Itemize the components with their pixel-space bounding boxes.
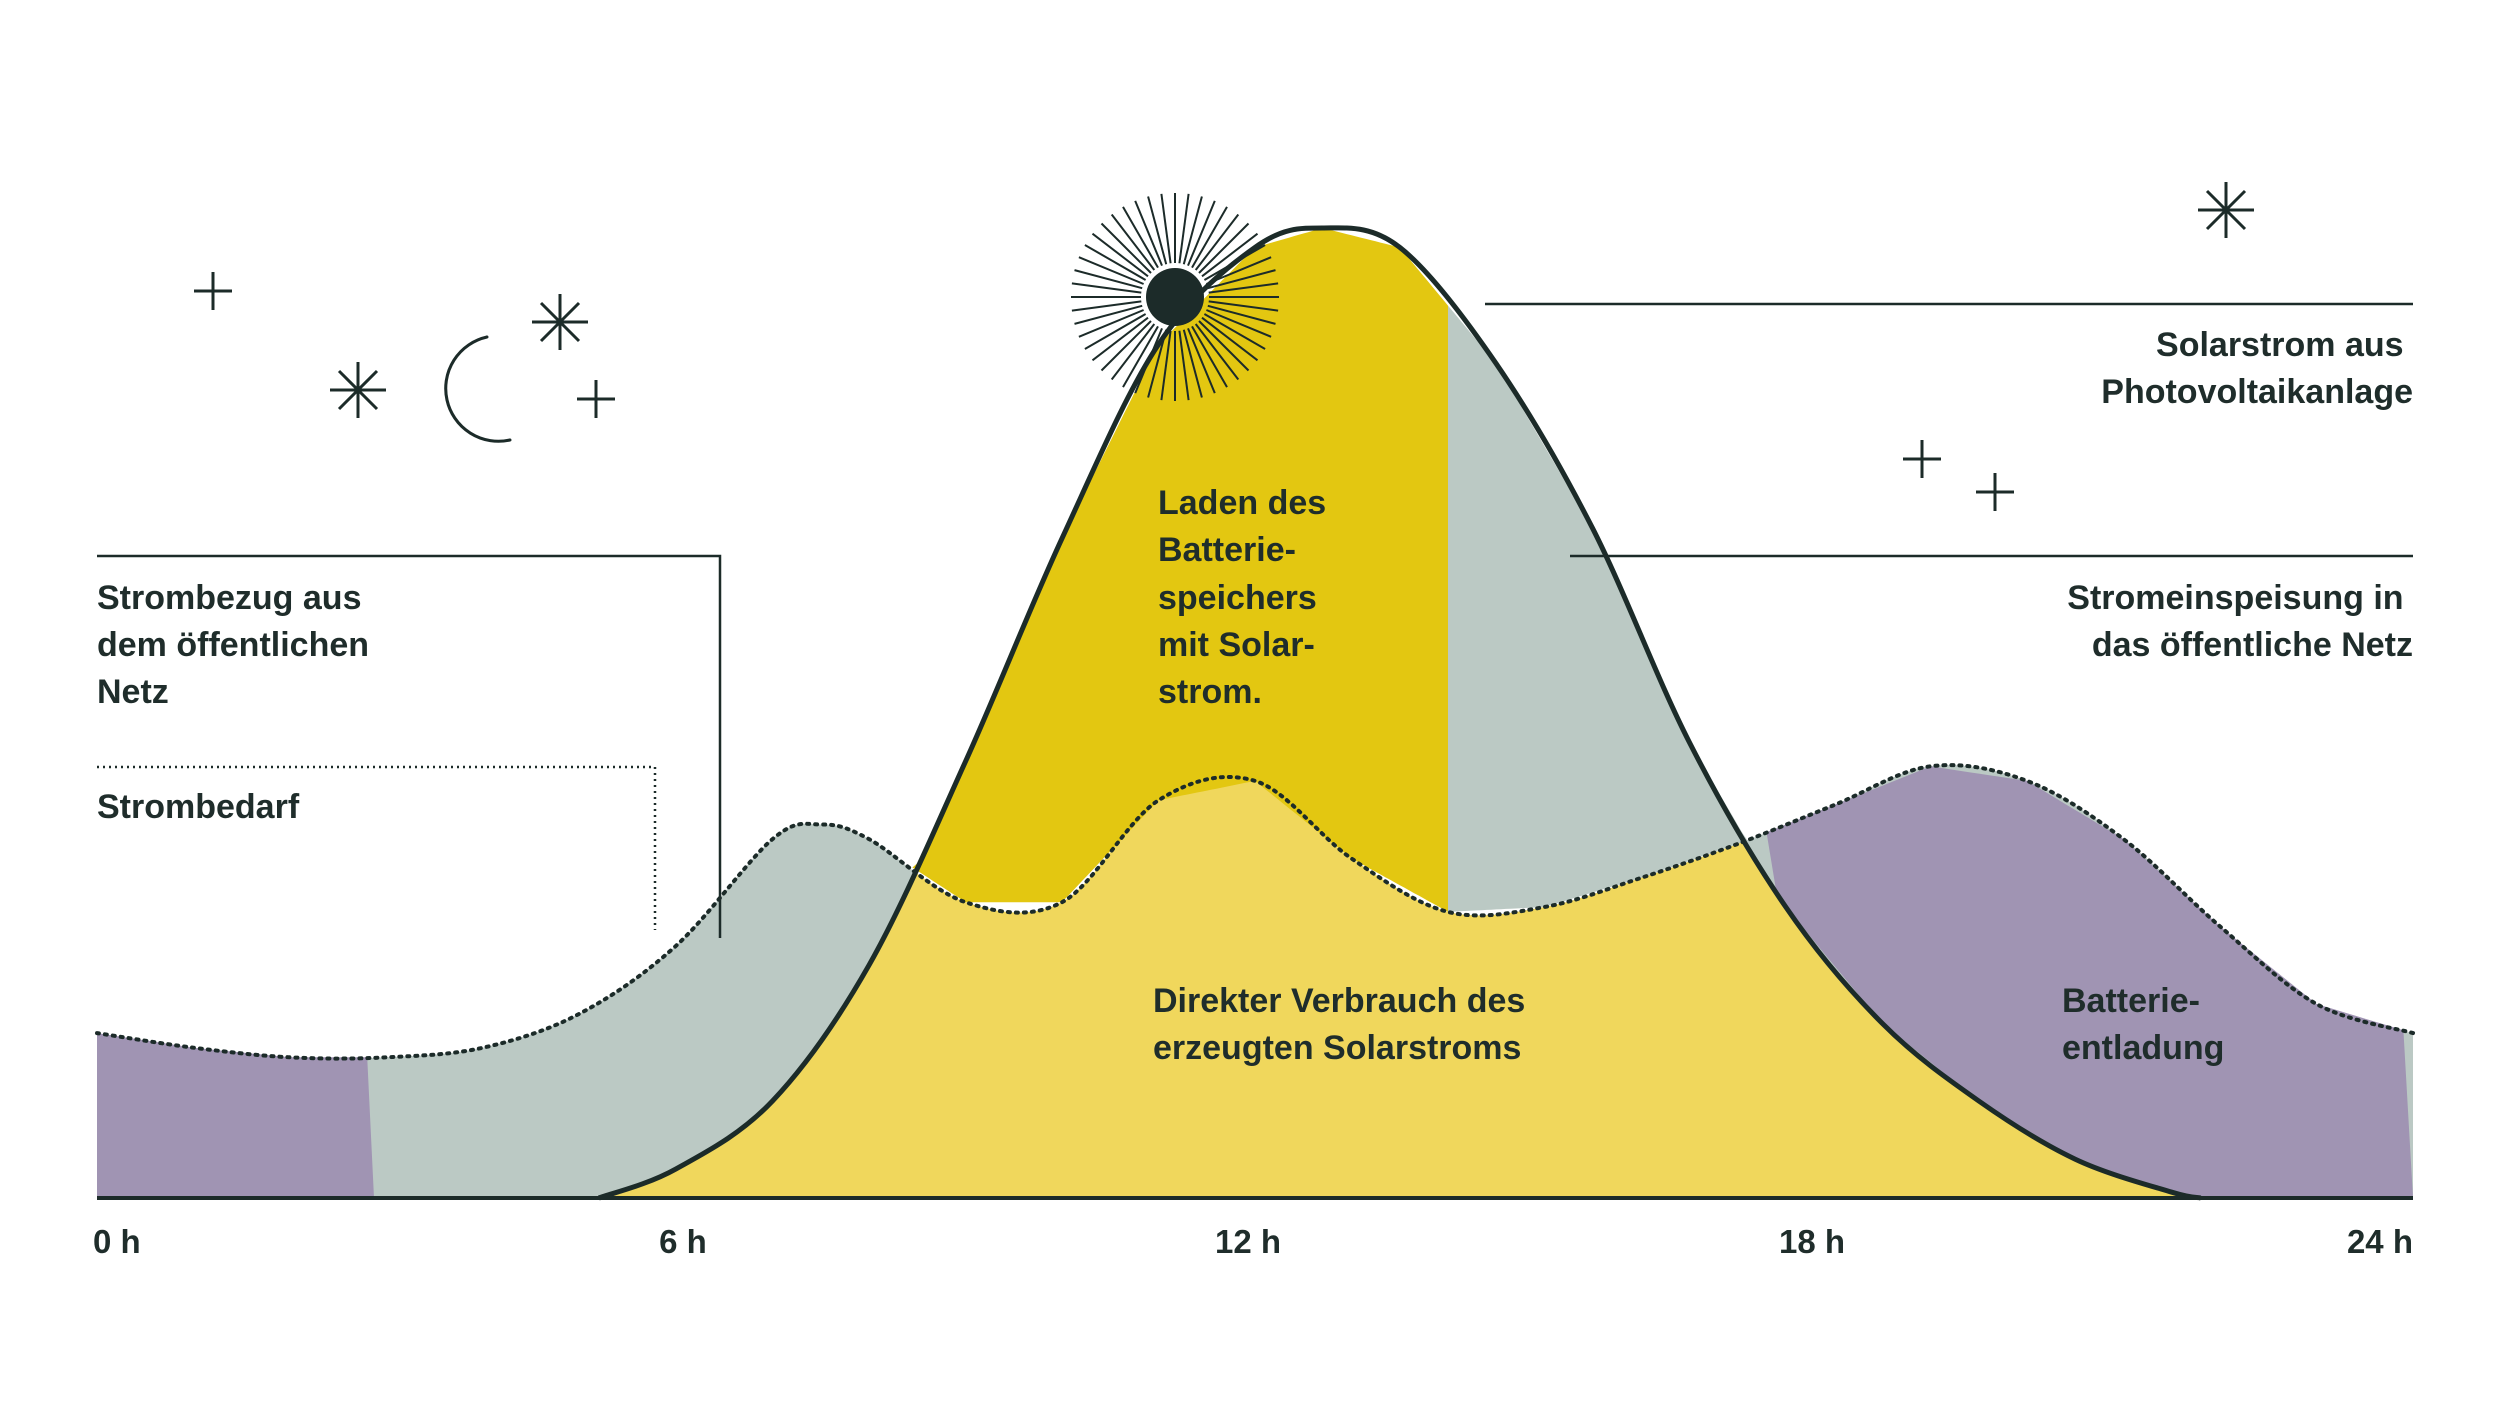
sun-ray: [1207, 269, 1276, 290]
leader-grid-import: [97, 554, 722, 938]
sun-ray: [1084, 313, 1147, 350]
x-tick-6: 6 h: [659, 1223, 707, 1260]
sun-ray: [1084, 244, 1147, 281]
leader-demand: [97, 765, 657, 930]
star-icon: [1976, 473, 2014, 511]
star-icon: [330, 362, 386, 418]
sun-ray: [1091, 232, 1149, 278]
sun-ray: [1201, 232, 1259, 278]
sun-ray: [1178, 330, 1190, 401]
x-axis-ticks: 0 h 6 h 12 h 18 h 24 h: [93, 1223, 2413, 1260]
sun-ray: [1187, 200, 1216, 266]
sun-ray: [1182, 196, 1203, 265]
sun-ray: [1207, 304, 1276, 325]
sun-ray: [1198, 222, 1250, 274]
sun-ray: [1091, 316, 1149, 362]
leader-lines: [97, 302, 2413, 938]
sun-ray: [1198, 320, 1250, 372]
sun-ray: [1100, 222, 1152, 274]
sun-ray: [1074, 304, 1143, 325]
sun-ray: [1134, 328, 1163, 394]
sun-ray: [1187, 328, 1216, 394]
sun-ray: [1160, 193, 1172, 264]
sun-ray: [1122, 325, 1159, 388]
annotations: Strombezug aus dem öffentlichen Netz Str…: [97, 326, 2413, 1067]
sun-ray: [1206, 309, 1272, 338]
label-grid-import: Strombezug aus dem öffentlichen Netz: [97, 579, 378, 711]
star-icon: [532, 294, 588, 350]
series-line-demand: [95, 763, 2415, 1061]
label-direct-use: Direkter Verbrauch des erzeugten Solarst…: [1153, 982, 1535, 1067]
star-icon: [577, 380, 615, 418]
sun-ray: [1078, 256, 1144, 285]
label-battery-charge: Laden des Batterie- speichers mit Solar-…: [1158, 484, 1336, 711]
label-feed-in: Stromeinspeisung in das öffentliche Netz: [2067, 579, 2413, 664]
sun-ray: [1078, 309, 1144, 338]
region-battery-charge: [897, 228, 1448, 912]
sun-ray: [1182, 329, 1203, 398]
sun-ray: [1203, 313, 1266, 350]
x-tick-0: 0 h: [93, 1223, 141, 1260]
star-icon: [2198, 182, 2254, 238]
sun-ray: [1194, 323, 1240, 381]
sun-ray: [1206, 256, 1272, 285]
series-line-solar: [597, 225, 2202, 1201]
label-demand: Strombedarf: [97, 788, 300, 826]
label-battery-discharge: Batterie- entladung: [2062, 982, 2224, 1067]
sun-ray: [1201, 316, 1259, 362]
sun-ray: [1160, 330, 1172, 401]
sun-ray: [1071, 300, 1142, 312]
night-icons: [194, 182, 2254, 511]
sun-ray: [1194, 213, 1240, 271]
sun-ray: [1203, 244, 1266, 281]
x-tick-24: 24 h: [2347, 1223, 2413, 1260]
region-grid-feed-in: [1448, 305, 1767, 912]
sun-ray: [1147, 329, 1168, 398]
sun-ray: [1100, 320, 1152, 372]
sun-ray: [1178, 193, 1190, 264]
sun-ray: [1071, 282, 1142, 294]
sun-icon: [1071, 193, 1279, 401]
sun-ray: [1110, 323, 1156, 381]
sun-ray: [1134, 200, 1163, 266]
sun-ray: [1122, 206, 1159, 269]
star-icon: [1903, 440, 1941, 478]
label-solar: Solarstrom aus Photovoltaikanlage: [2101, 326, 2413, 411]
moon-icon: [444, 335, 512, 443]
sun-ray: [1208, 300, 1279, 312]
sun-ray: [1191, 206, 1228, 269]
sun-ray: [1208, 282, 1279, 294]
sun-ray: [1147, 196, 1168, 265]
sun-ray: [1074, 269, 1143, 290]
sun-ray: [1110, 213, 1156, 271]
star-icon: [194, 272, 232, 310]
sun-ray: [1191, 325, 1228, 388]
x-tick-12: 12 h: [1215, 1223, 1281, 1260]
x-tick-18: 18 h: [1779, 1223, 1845, 1260]
region-battery-discharge: [97, 766, 2413, 1198]
